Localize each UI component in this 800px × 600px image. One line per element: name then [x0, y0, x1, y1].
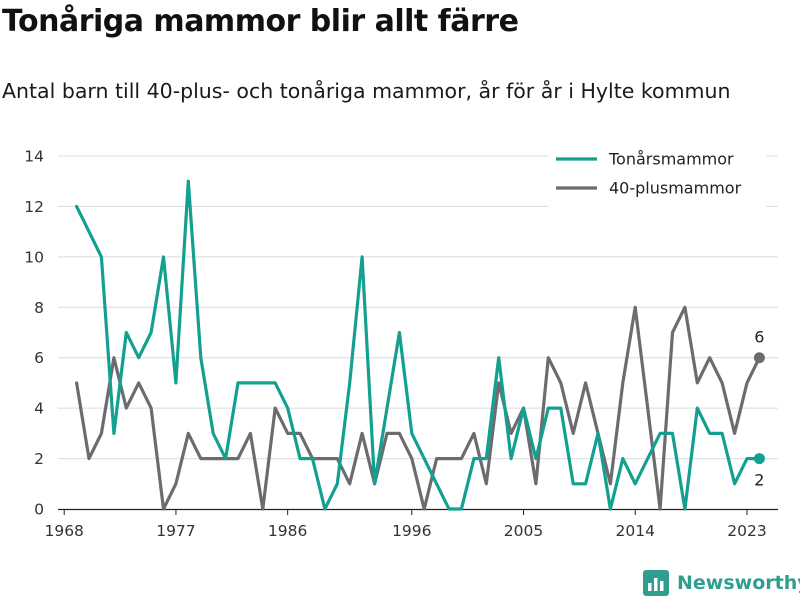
x-tick-label: 2014	[616, 522, 655, 540]
legend-item-label: Tonårsmammor	[608, 150, 734, 169]
x-tick-label: 1977	[156, 522, 195, 540]
y-tick-label: 14	[24, 148, 44, 166]
x-tick-label: 1986	[268, 522, 307, 540]
x-tick-label: 2023	[727, 522, 766, 540]
legend: Tonårsmammor 40-plusmammor	[548, 146, 766, 208]
series-end-label: 6	[754, 328, 764, 347]
y-tick-label: 2	[34, 450, 44, 468]
y-tick-label: 12	[24, 198, 44, 216]
legend-box	[548, 146, 766, 208]
x-tick-label: 2005	[504, 522, 543, 540]
series-line-tonarsmammor	[74, 179, 762, 511]
y-tick-label: 10	[24, 248, 44, 266]
legend-item-label: 40-plusmammor	[609, 179, 742, 198]
axes: 0 2 4 6 8 10 12 14 1968 1977 1986 1996 2005 2014 2023	[24, 148, 778, 540]
brand-name: Newsworthy	[677, 572, 800, 594]
chart-subtitle: Antal barn till 40-plus- och tonåriga ma…	[2, 79, 731, 103]
chart-title: Tonåriga mammor blir allt färre	[2, 4, 519, 39]
newsworthy-chart-icon	[643, 570, 669, 596]
series-endpoint	[753, 352, 765, 364]
series-lines: 26	[74, 179, 765, 511]
y-tick-label: 6	[34, 349, 44, 367]
x-tick-label: 1968	[44, 522, 83, 540]
series-endpoint	[753, 453, 765, 465]
x-tick-label: 1996	[392, 522, 431, 540]
y-tick-label: 4	[34, 400, 44, 418]
series-line-40-plusmammor	[74, 305, 762, 511]
series-end-label: 2	[754, 471, 764, 490]
y-tick-label: 8	[34, 299, 44, 317]
newsworthy-logo[interactable]: Newsworthy	[643, 570, 800, 596]
y-tick-label: 0	[34, 501, 44, 519]
